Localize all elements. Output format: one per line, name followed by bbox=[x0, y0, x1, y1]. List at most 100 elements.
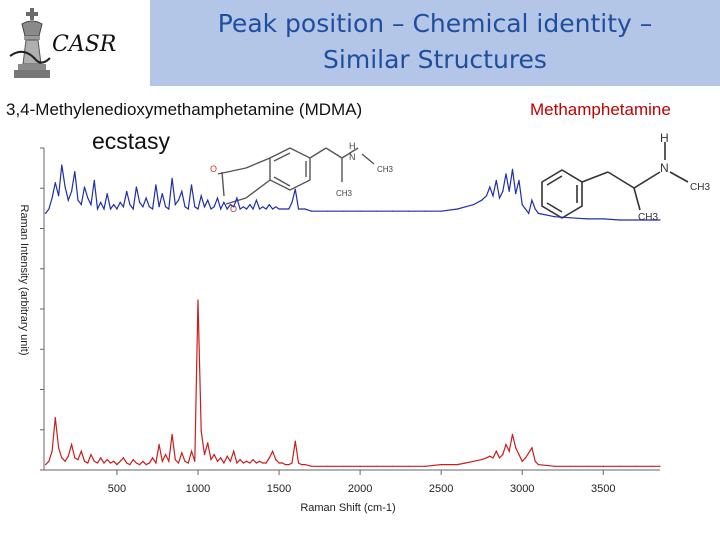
data-point bbox=[246, 460, 248, 462]
data-point bbox=[537, 464, 540, 466]
data-point bbox=[113, 204, 115, 206]
data-point bbox=[226, 208, 228, 210]
data-point bbox=[481, 199, 483, 201]
data-point bbox=[284, 464, 287, 466]
data-point bbox=[203, 206, 206, 208]
data-point bbox=[116, 464, 118, 466]
methamphetamine-structure: H N CH3 CH3 bbox=[530, 128, 715, 228]
mdma-atom-h: H bbox=[349, 141, 356, 151]
data-point bbox=[268, 457, 270, 459]
data-point bbox=[142, 460, 144, 462]
data-point bbox=[126, 190, 128, 192]
data-point bbox=[489, 455, 491, 457]
meth-atom-h: H bbox=[660, 131, 669, 145]
data-point bbox=[152, 208, 154, 210]
data-point bbox=[602, 465, 604, 467]
data-point bbox=[521, 460, 523, 462]
data-point bbox=[272, 208, 274, 210]
data-point bbox=[132, 459, 134, 461]
data-point bbox=[375, 210, 377, 212]
data-point bbox=[197, 299, 199, 301]
data-point bbox=[481, 459, 483, 461]
data-point bbox=[139, 201, 141, 203]
data-point bbox=[473, 204, 475, 206]
data-point bbox=[278, 462, 280, 464]
data-point bbox=[96, 208, 99, 210]
data-point bbox=[456, 208, 458, 210]
data-point bbox=[249, 204, 251, 206]
data-point bbox=[508, 190, 510, 192]
data-point bbox=[265, 208, 267, 210]
x-tick-label: 500 bbox=[108, 483, 126, 495]
data-point bbox=[281, 208, 283, 210]
data-point bbox=[83, 460, 86, 462]
data-point bbox=[223, 201, 225, 203]
chart-axes bbox=[43, 148, 660, 471]
data-point bbox=[200, 195, 202, 197]
data-point bbox=[242, 206, 244, 208]
data-point bbox=[262, 462, 264, 464]
data-point bbox=[210, 208, 212, 210]
x-axis-label: Raman Shift (cm-1) bbox=[300, 502, 395, 514]
data-point bbox=[424, 465, 426, 467]
meth-atom-ch3-n: CH3 bbox=[690, 182, 710, 193]
data-point bbox=[87, 197, 89, 199]
data-point bbox=[310, 210, 313, 212]
data-point bbox=[190, 450, 193, 452]
data-point bbox=[511, 168, 514, 170]
data-point bbox=[252, 208, 254, 210]
data-point bbox=[236, 197, 238, 199]
data-point bbox=[281, 462, 283, 464]
data-point bbox=[216, 197, 219, 199]
data-point bbox=[618, 465, 621, 467]
data-point bbox=[534, 460, 536, 462]
data-point bbox=[96, 462, 99, 464]
data-point bbox=[651, 219, 653, 221]
data-point bbox=[229, 460, 231, 462]
data-point bbox=[226, 455, 228, 457]
data-point bbox=[139, 464, 141, 466]
data-point bbox=[213, 454, 215, 456]
data-point bbox=[58, 195, 60, 197]
x-tick-label: 2500 bbox=[429, 483, 453, 495]
data-point bbox=[194, 206, 196, 208]
data-point bbox=[521, 204, 523, 206]
data-point bbox=[165, 206, 167, 208]
data-point bbox=[103, 208, 105, 210]
data-point bbox=[220, 208, 222, 210]
data-point bbox=[145, 464, 147, 466]
data-point bbox=[93, 460, 95, 462]
data-point bbox=[103, 462, 105, 464]
data-point bbox=[359, 465, 361, 467]
data-point bbox=[233, 450, 235, 452]
data-point bbox=[586, 218, 588, 220]
data-point bbox=[135, 462, 137, 464]
data-point bbox=[77, 459, 79, 461]
data-point bbox=[464, 206, 467, 208]
slide-title-line1: Peak position – Chemical identity – bbox=[217, 9, 653, 38]
mdma-atom-o2: O bbox=[230, 204, 237, 214]
data-point bbox=[45, 464, 47, 466]
data-point bbox=[262, 206, 264, 208]
data-point bbox=[528, 212, 530, 214]
data-point bbox=[297, 462, 300, 464]
data-point bbox=[246, 208, 248, 210]
chart-ticks: 500 1000 1500 2000 2500 3000 3500 bbox=[40, 147, 616, 495]
data-point bbox=[187, 208, 189, 210]
data-point bbox=[45, 212, 47, 214]
data-point bbox=[391, 210, 394, 212]
data-point bbox=[375, 465, 377, 467]
data-point bbox=[602, 218, 604, 220]
data-point bbox=[129, 204, 131, 206]
data-point bbox=[106, 193, 108, 195]
data-point bbox=[194, 460, 196, 462]
data-point bbox=[119, 460, 121, 462]
data-point bbox=[106, 459, 108, 461]
data-point bbox=[148, 462, 150, 464]
meth-atom-n: N bbox=[660, 161, 669, 175]
data-point bbox=[54, 182, 56, 184]
data-point bbox=[249, 462, 251, 464]
data-point bbox=[77, 199, 79, 201]
data-point bbox=[181, 190, 183, 192]
data-point bbox=[184, 206, 186, 208]
